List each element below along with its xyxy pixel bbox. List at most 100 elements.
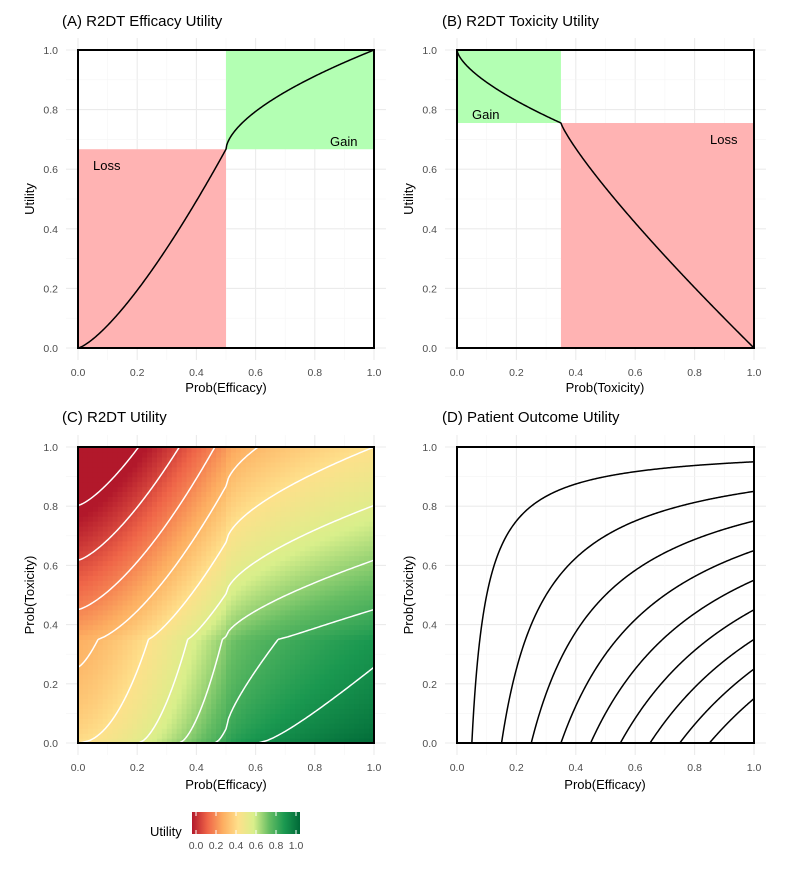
heat-cell [181, 624, 188, 631]
heat-cell [102, 560, 109, 566]
heat-cell [300, 678, 306, 685]
heat-cell [181, 708, 188, 714]
heat-cell [156, 624, 163, 631]
heat-cell [349, 634, 355, 640]
heat-cell [334, 545, 341, 552]
heat-cell [245, 664, 252, 670]
heat-cell [152, 521, 158, 527]
heat-cell [181, 471, 188, 478]
heat-cell [329, 673, 336, 680]
heat-cell [147, 456, 153, 463]
heat-cell [300, 634, 306, 640]
utility-colorbar-legend: Utility 0.0 0.2 0.4 0.6 0.8 1.0 [150, 812, 303, 852]
heat-cell [250, 501, 257, 507]
heat-cell [78, 683, 84, 690]
heat-cell [78, 604, 84, 611]
heat-cell [300, 461, 306, 468]
heat-cell [275, 501, 281, 507]
heat-cell [369, 659, 375, 665]
heat-cell [142, 728, 148, 734]
heat-cell [87, 629, 94, 636]
heat-cell [349, 639, 355, 645]
y-tick-label: 0.6 [43, 164, 58, 176]
heat-cell [255, 738, 262, 744]
heat-cell [245, 708, 252, 714]
heat-cell [304, 669, 311, 675]
heat-cell [196, 683, 202, 690]
heat-cell [142, 609, 148, 616]
heat-cell [82, 501, 89, 507]
heat-cell [107, 683, 114, 690]
heat-cell [245, 673, 252, 680]
heat-cell [359, 555, 365, 562]
heat-cell [245, 516, 252, 522]
heat-cell [270, 456, 276, 463]
heat-cell [329, 560, 336, 566]
heat-cell [102, 575, 109, 581]
heat-cell [127, 669, 133, 675]
heat-cell [324, 683, 331, 690]
heat-cell [181, 738, 188, 744]
heat-cell [285, 486, 291, 492]
heat-cell [132, 516, 138, 522]
heat-cell [240, 545, 247, 552]
heat-cell [280, 659, 286, 665]
heat-cell [122, 708, 128, 714]
heat-cell [127, 595, 133, 601]
heat-cell [280, 703, 286, 710]
heat-cell [329, 644, 336, 650]
heat-cell [102, 664, 109, 670]
heat-cell [265, 570, 271, 576]
heat-cell [201, 516, 207, 522]
heat-cell [166, 456, 173, 463]
heat-cell [255, 466, 262, 473]
heat-cell [260, 733, 267, 739]
heat-cell [354, 511, 360, 517]
heat-cell [161, 604, 168, 611]
heat-cell [221, 634, 227, 640]
heat-cell [186, 683, 193, 690]
heat-cell [226, 599, 232, 606]
legend-tick-label: 0.6 [249, 840, 264, 852]
heat-cell [255, 673, 262, 680]
heat-cell [319, 447, 326, 453]
heat-cell [166, 624, 173, 631]
heat-cell [216, 570, 222, 576]
heat-cell [87, 501, 94, 507]
heat-cell [132, 486, 138, 492]
heat-cell [334, 540, 341, 547]
heat-cell [304, 540, 311, 547]
heat-cell [206, 491, 212, 497]
heat-cell [176, 555, 183, 562]
contour-line [619, 609, 755, 744]
heat-cell [191, 708, 197, 714]
heat-cell [117, 738, 123, 744]
heat-cell [285, 619, 291, 626]
heat-cell [290, 461, 296, 468]
heat-cell [201, 580, 207, 586]
heat-cell [314, 723, 321, 729]
heat-cell [156, 708, 163, 714]
heat-cell [117, 659, 123, 665]
heat-cell [344, 461, 350, 468]
heat-cell [107, 609, 114, 616]
heat-cell [329, 540, 336, 547]
heat-cell [92, 511, 99, 517]
x-tick-label: 1.0 [747, 367, 762, 379]
heat-cell [280, 673, 286, 680]
heat-cell [176, 525, 183, 532]
heat-cell [265, 530, 271, 537]
heat-cell [191, 540, 197, 547]
heat-cell [285, 560, 291, 566]
heat-cell [364, 481, 370, 488]
heat-cell [275, 664, 281, 670]
heat-cell [339, 550, 345, 557]
heat-cell [191, 649, 197, 655]
heat-cell [250, 595, 257, 601]
heat-cell [211, 728, 217, 734]
heat-cell [250, 585, 257, 591]
x-tick-label: 0.6 [248, 367, 263, 379]
heat-cell [206, 609, 212, 616]
heat-cell [285, 703, 291, 710]
heat-cell [161, 590, 168, 596]
